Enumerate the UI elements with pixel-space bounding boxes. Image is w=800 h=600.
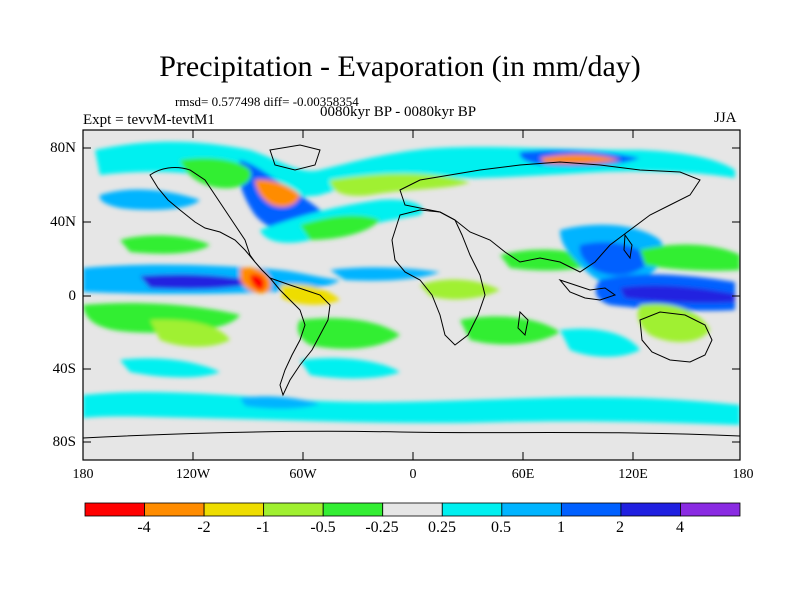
lon-label-0: 0 <box>409 467 417 482</box>
lon-label-120w: 120W <box>175 467 211 482</box>
contour-africa-green <box>420 279 500 300</box>
experiment-label: Expt = tevvM-tevtM1 <box>83 112 215 128</box>
indonesia-coast <box>558 278 617 301</box>
north-america-coast <box>149 167 271 279</box>
contour-canada-green <box>180 158 251 189</box>
colorbar-label-neg1: -1 <box>256 519 270 536</box>
contour-tropical-atlantic-blue <box>330 267 440 281</box>
lat-label-0: 0 <box>68 288 77 304</box>
colorbar-box-10 <box>680 502 741 517</box>
colorbar-box-0 <box>84 502 145 517</box>
madagascar-coast <box>517 310 529 337</box>
lon-label-60w: 60W <box>289 467 317 482</box>
contour-n-pacific-green <box>120 235 210 254</box>
stats-text: rmsd= 0.577498 diff= -0.00358354 <box>175 94 359 109</box>
colorbar-box-7 <box>501 502 562 517</box>
colorbar-label-neg4: -4 <box>137 519 151 536</box>
colorbar-label-neg2: -2 <box>197 519 211 536</box>
contour-se-pacific-lime <box>150 319 230 347</box>
period-text: 0080kyr BP - 0080kyr BP <box>320 104 477 120</box>
lon-label-120e: 120E <box>618 467 648 482</box>
contour-east-asia-deep-blue <box>579 242 650 276</box>
lon-label-60e: 60E <box>511 467 535 482</box>
colorbar-label-2: 2 <box>616 519 624 536</box>
figure-title: Precipitation - Evaporation (in mm/day) <box>159 50 641 83</box>
lon-label-180w: 180 <box>72 467 94 482</box>
contour-mid-atlantic-green <box>300 215 380 240</box>
contour-labrador-orange <box>255 179 300 207</box>
contour-europe-green <box>330 173 470 196</box>
colorbar-box-2 <box>203 502 265 517</box>
colorbar-label-neg0-25: -0.25 <box>365 519 399 536</box>
contour-itcz-east-pacific-deep <box>140 274 260 290</box>
axis-ticks <box>83 130 740 460</box>
map-frame <box>82 129 741 461</box>
colorbar-box-8 <box>560 502 622 517</box>
contour-s-pacific-cyan <box>120 358 220 378</box>
colorbar-label-0-5: 0.5 <box>491 519 511 536</box>
colorbar-box-6 <box>441 502 503 517</box>
contour-fill-layer <box>83 141 740 425</box>
south-america-coast <box>268 276 331 397</box>
australia-coast <box>639 311 713 363</box>
colorbar-box-1 <box>144 502 205 517</box>
colorbar-box-9 <box>620 502 681 517</box>
contour-nw-pacific-green <box>640 244 740 271</box>
lat-label-40s: 40S <box>52 361 76 377</box>
contour-central-america-red <box>250 274 265 290</box>
colorbar-label-4: 4 <box>676 519 684 536</box>
colorbar-box-4 <box>322 502 384 517</box>
colorbar <box>84 502 741 517</box>
lat-label-80n: 80N <box>50 140 76 156</box>
coastline-layer <box>83 144 740 439</box>
contour-drake-blue <box>240 396 320 409</box>
colorbar-box-3 <box>263 502 324 517</box>
lat-label-40n: 40N <box>50 214 76 230</box>
contour-s-atlantic-green <box>297 318 400 349</box>
japan-coast <box>623 233 633 260</box>
contour-s-indian-green <box>460 316 560 345</box>
lat-label-80s: 80S <box>52 434 76 450</box>
season-label: JJA <box>714 110 737 126</box>
contour-s-indian-cyan <box>560 328 640 357</box>
antarctica-coast <box>83 430 740 439</box>
contour-n-pacific-blue <box>99 189 200 210</box>
colorbar-box-5 <box>382 502 443 517</box>
colorbar-label-0-25: 0.25 <box>428 519 456 536</box>
lon-label-180e: 180 <box>732 467 754 482</box>
colorbar-label-neg0-5: -0.5 <box>310 519 336 536</box>
colorbar-label-1: 1 <box>557 519 565 536</box>
contour-s-atlantic-cyan <box>300 358 400 379</box>
eurasia-coast <box>399 161 701 273</box>
contour-warm-pool-deep <box>620 285 735 303</box>
greenland-coast <box>269 144 321 171</box>
